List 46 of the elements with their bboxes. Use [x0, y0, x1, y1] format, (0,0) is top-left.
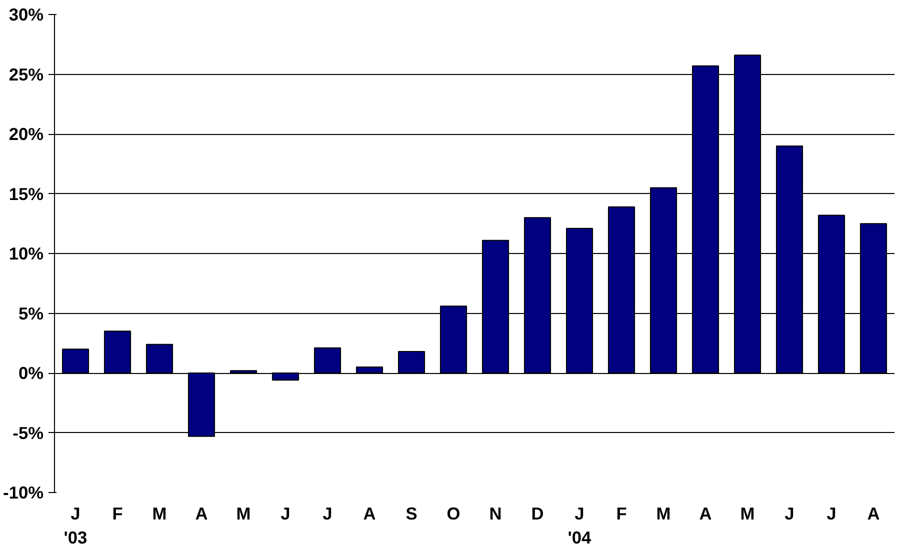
x-tick-label: D: [531, 504, 544, 524]
x-tick-label: M: [656, 504, 671, 524]
y-tick-label: 30%: [8, 4, 44, 24]
y-tick-label: 20%: [8, 124, 44, 144]
x-tick-label: M: [152, 504, 167, 524]
x-tick-label: J: [280, 504, 290, 524]
bar: [62, 348, 90, 374]
x-tick-label: A: [195, 504, 208, 524]
x-tick-label: J '03: [64, 504, 88, 548]
y-tick-label: -5%: [12, 422, 44, 443]
bar: [398, 350, 426, 374]
bar: [272, 372, 300, 381]
bar: [104, 330, 132, 374]
x-tick-label: M: [236, 504, 251, 524]
bar: [776, 145, 804, 374]
x-tick-label: J: [784, 504, 794, 524]
y-tick-label: 0%: [18, 363, 44, 383]
x-tick-label: J: [826, 504, 836, 524]
bar: [818, 214, 846, 374]
bar: [230, 370, 258, 374]
bar: [608, 206, 636, 374]
bar: [440, 306, 468, 374]
y-tick-label: 15%: [8, 184, 44, 204]
y-tick-label: 5%: [18, 303, 44, 324]
x-tick-label: J: [322, 504, 332, 524]
x-tick-label: A: [699, 504, 712, 524]
bar: [566, 228, 594, 374]
x-tick-label: O: [446, 504, 460, 524]
x-tick-label: M: [740, 504, 755, 524]
bar: [650, 187, 678, 374]
bar: [860, 223, 888, 374]
x-tick-label: J '04: [568, 504, 592, 548]
bar: [524, 217, 552, 374]
bar: [356, 366, 384, 374]
bar: [146, 344, 174, 374]
x-tick-label: F: [616, 504, 627, 524]
y-tick-label: 25%: [8, 64, 44, 84]
x-tick-label: N: [489, 504, 502, 524]
x-tick-label: S: [406, 504, 418, 524]
x-tick-label: A: [867, 504, 880, 524]
x-tick-label: F: [112, 504, 123, 524]
y-tick-label: -10%: [3, 482, 44, 502]
y-tick-label: 10%: [8, 244, 44, 264]
x-tick-label: A: [363, 504, 376, 524]
bar: [482, 240, 510, 374]
bar: [314, 347, 342, 374]
